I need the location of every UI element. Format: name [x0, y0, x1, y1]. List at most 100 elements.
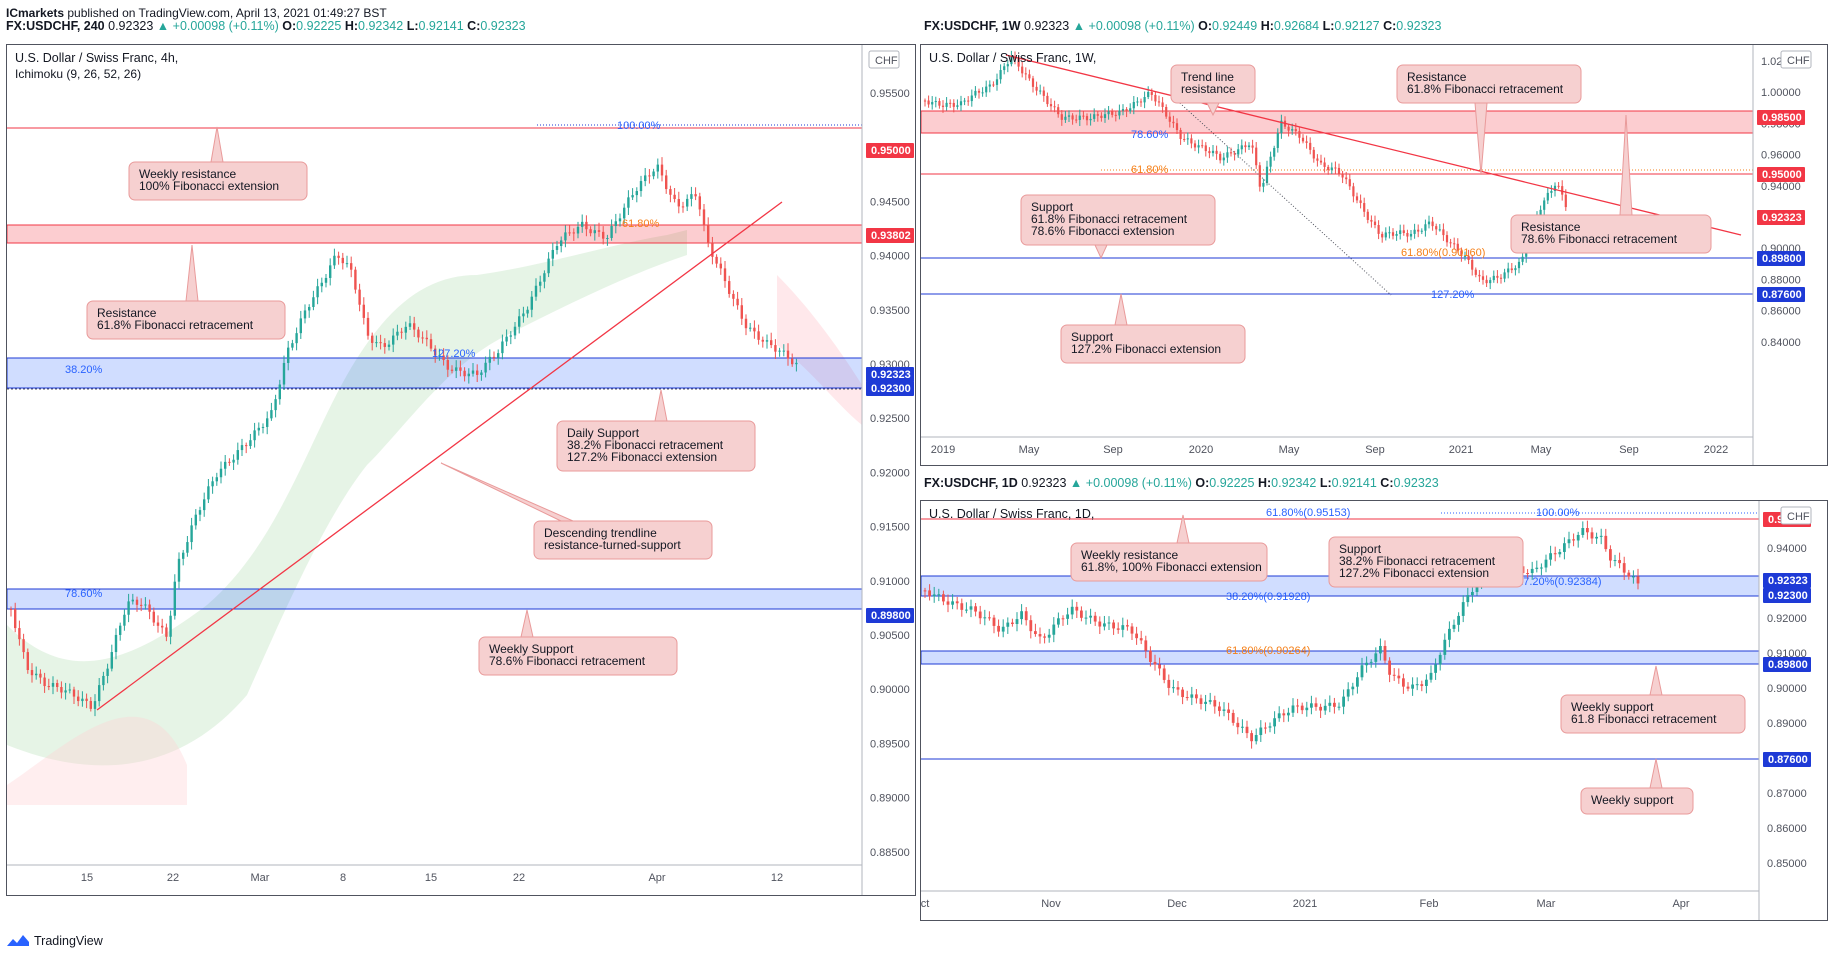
d1-chart-panel[interactable]: 61.80%(0.95153) 100.00% 127.20%(0.92384) 38… [920, 500, 1828, 921]
candle [952, 102, 955, 107]
candle [539, 281, 542, 286]
price-tag-label: 0.95000 [871, 145, 911, 157]
candle [1388, 660, 1391, 675]
x-tick-label: ct [921, 898, 929, 910]
candle [1143, 97, 1146, 103]
candle [1218, 706, 1221, 711]
d1-chart[interactable]: 61.80%(0.95153) 100.00% 127.20%(0.92384) 38… [921, 501, 1827, 920]
candle [1294, 129, 1297, 132]
candle [1084, 617, 1088, 619]
candle [942, 594, 945, 602]
candle [72, 689, 76, 697]
price-tag [866, 367, 914, 382]
tradingview-footer[interactable]: TradingView [6, 933, 103, 949]
candle [207, 486, 210, 500]
candle [1613, 560, 1617, 562]
candle [1563, 543, 1566, 552]
callout-text: Daily Support [567, 426, 640, 440]
callout-text: 38.2% Fibonacci retracement [567, 438, 724, 452]
price-tag-label: 0.92323 [1768, 575, 1808, 587]
candle [1190, 138, 1193, 144]
candle [585, 221, 588, 230]
price-tag [1763, 588, 1811, 603]
fib-label: 61.80%(0.90160) [1401, 247, 1485, 259]
candle [131, 599, 134, 602]
candle [1341, 173, 1344, 178]
candle [955, 601, 959, 604]
candle [1420, 230, 1423, 232]
callout-box [533, 520, 713, 560]
candle [1420, 684, 1424, 686]
candle [534, 285, 538, 297]
candle [299, 318, 302, 334]
candle [757, 331, 760, 340]
y-tick-label: 0.89500 [870, 738, 910, 750]
candle [85, 698, 88, 701]
callout-text: 61.8% Fibonacci retracement [1031, 212, 1188, 226]
y-tick-label: 1.00000 [1761, 87, 1801, 99]
chart-title: U.S. Dollar / Swiss Franc, 4h, [15, 51, 178, 65]
candle [1510, 268, 1513, 271]
candle [64, 690, 67, 693]
w1-high: 0.92684 [1273, 19, 1320, 33]
candle [715, 256, 718, 264]
candle [350, 263, 353, 270]
callout-pointer [440, 462, 574, 522]
price-tag [1763, 752, 1811, 767]
callout-text: Support [1031, 200, 1074, 214]
h4-close: 0.92323 [480, 19, 526, 33]
candle [413, 323, 416, 330]
x-tick-label: 2021 [1449, 444, 1473, 456]
candle [778, 350, 781, 352]
h4-chart[interactable]: 100.00% 61.80% 127.20% 38.20% 78.60% Weekly r… [7, 45, 915, 895]
candle [1269, 156, 1272, 167]
w1-chart-panel[interactable]: 78.60% 61.80% 61.80%(0.90160) 127.20% Trend … [920, 44, 1828, 466]
candle [1316, 158, 1319, 161]
candle [1204, 145, 1207, 152]
price-tag-label: 0.89800 [1768, 659, 1808, 671]
candle [1121, 625, 1125, 630]
y-tick-label: 0.94000 [1761, 181, 1801, 193]
candle [1448, 628, 1451, 640]
currency-label: CHF [875, 55, 898, 67]
candle [383, 343, 386, 347]
candle [337, 255, 340, 258]
price-tag-label: 0.98500 [1762, 112, 1802, 124]
fib-label: 100.00% [617, 120, 661, 132]
y-tick-label: 0.92500 [870, 413, 910, 425]
callout-text: Support [1071, 330, 1114, 344]
candle [1409, 233, 1413, 237]
candle [1190, 694, 1194, 698]
candle [513, 326, 517, 336]
candle [1150, 92, 1153, 95]
candle [93, 701, 97, 709]
x-tick-label: 2022 [1704, 444, 1728, 456]
y-tick-label: 0.94000 [870, 251, 910, 263]
candle [969, 606, 973, 610]
candles-group [923, 50, 1567, 290]
candle [999, 70, 1002, 80]
candle [51, 682, 55, 687]
w1-chart[interactable]: 78.60% 61.80% 61.80%(0.90160) 127.20% Trend … [921, 45, 1827, 465]
price-tag-label: 0.87600 [1762, 289, 1802, 301]
callout-box [1396, 64, 1582, 104]
candle [110, 652, 113, 669]
candle [396, 331, 399, 336]
candle [1415, 684, 1419, 686]
callout-pointer [1474, 102, 1488, 176]
candle [1399, 230, 1402, 235]
candle [1020, 611, 1023, 620]
candle [946, 601, 950, 605]
candle [1222, 157, 1225, 161]
candle [1342, 696, 1345, 707]
candle [1201, 145, 1204, 147]
candle [463, 370, 466, 377]
candle [981, 92, 984, 94]
candle [1280, 120, 1283, 134]
h4-chart-panel[interactable]: 100.00% 61.80% 127.20% 38.20% 78.60% Weekly r… [6, 44, 916, 896]
y-tick-label: 0.85000 [1767, 858, 1807, 870]
fib-label: 127.20% [432, 348, 476, 360]
candle [1057, 618, 1060, 625]
candle [1183, 138, 1186, 140]
